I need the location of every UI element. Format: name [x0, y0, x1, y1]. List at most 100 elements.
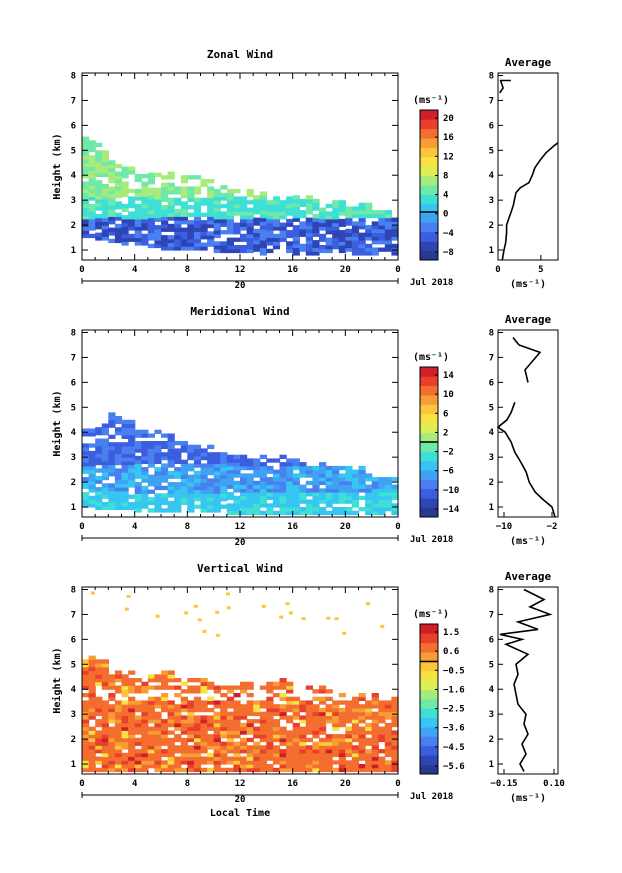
heatmap-cell — [101, 752, 109, 758]
heatmap-cell — [286, 480, 294, 486]
heatmap-cell — [240, 715, 248, 720]
heatmap-cell — [332, 207, 340, 212]
heatmap-cell — [220, 241, 228, 246]
heatmap-cell — [121, 445, 129, 451]
heatmap-cell — [233, 211, 241, 216]
heatmap-cell — [82, 719, 90, 724]
heatmap-cell — [220, 760, 228, 765]
heatmap-cell — [213, 504, 221, 509]
heatmap-cell — [378, 225, 386, 230]
heatmap-cell — [246, 230, 254, 235]
heatmap-cell — [121, 185, 129, 190]
heatmap-cell — [312, 225, 320, 230]
heatmap-cell — [207, 756, 215, 761]
heatmap-cell — [358, 210, 366, 215]
heatmap-cell — [114, 707, 123, 713]
heatmap-cell — [147, 752, 155, 758]
heatmap-cell — [82, 218, 90, 224]
heatmap-cell — [180, 220, 188, 225]
heatmap-cell — [259, 730, 267, 735]
heatmap-cell — [101, 217, 109, 222]
heatmap-cell — [213, 767, 221, 773]
heatmap-cell — [378, 492, 386, 497]
heatmap-cell — [305, 473, 313, 478]
heatmap-cell — [187, 722, 195, 728]
heatmap-cell — [213, 215, 221, 220]
average-y-tick-label: 3 — [489, 453, 494, 463]
heatmap-cell — [82, 704, 90, 709]
heatmap-cell — [259, 484, 267, 489]
heatmap-cell — [345, 213, 353, 219]
heatmap-cell — [82, 685, 90, 690]
heatmap-cell — [154, 478, 162, 483]
heatmap-cell — [319, 510, 327, 516]
heatmap-cell — [226, 218, 234, 224]
heatmap-cell — [187, 719, 195, 724]
heatmap-cell — [213, 722, 221, 728]
heatmap-cell — [134, 704, 142, 709]
heatmap-cell — [213, 218, 221, 224]
heatmap-cell — [95, 678, 103, 683]
heatmap-cell — [338, 200, 346, 205]
heatmap-cell — [180, 463, 188, 468]
heatmap-cell — [193, 227, 202, 232]
heatmap-cell — [161, 726, 169, 731]
heatmap-cell — [358, 484, 366, 489]
heatmap-cell — [82, 745, 90, 750]
heatmap-cell — [141, 467, 149, 472]
heatmap-cell — [128, 222, 136, 227]
heatmap-cell — [240, 465, 248, 471]
heatmap-cell — [226, 711, 234, 716]
heatmap-cell — [220, 767, 228, 773]
heatmap-cell — [345, 749, 353, 754]
heatmap-cell — [95, 221, 103, 226]
heatmap-cell — [200, 179, 208, 184]
heatmap-cell — [371, 693, 379, 698]
heatmap-cell — [187, 220, 195, 225]
colorbar-swatch — [420, 222, 438, 233]
heatmap-cell — [193, 474, 202, 479]
heatmap-cell — [266, 465, 274, 471]
heatmap-cell — [114, 490, 123, 496]
heatmap-cell — [338, 499, 346, 504]
heatmap-cell — [82, 499, 90, 504]
heatmap-cell — [128, 211, 136, 216]
heatmap-cell — [187, 186, 195, 191]
heatmap-cell — [259, 503, 267, 508]
heatmap-cell — [378, 730, 386, 735]
heatmap-cell — [220, 734, 228, 739]
heatmap-cell — [213, 248, 221, 254]
heatmap-cell — [141, 500, 149, 506]
heatmap-cell — [128, 756, 136, 761]
y-axis-label: Height (km) — [51, 133, 63, 199]
heatmap-cell — [371, 225, 379, 230]
heatmap-cell — [233, 752, 241, 758]
heatmap-cell — [141, 188, 149, 194]
chart-title: Meridional Wind — [190, 305, 289, 318]
heatmap-cell — [121, 475, 129, 481]
heatmap-cell — [101, 670, 109, 675]
heatmap-cell — [121, 726, 129, 731]
heatmap-cell — [253, 503, 261, 508]
heatmap-cell — [154, 685, 162, 690]
colorbar-tick-label: −2.5 — [443, 705, 465, 715]
heatmap-cell — [253, 510, 261, 516]
heatmap-cell — [312, 202, 320, 207]
heatmap-cell — [193, 493, 202, 498]
colorbar-swatch — [420, 194, 438, 205]
heatmap-cell — [305, 221, 313, 226]
heatmap-cell — [312, 240, 320, 245]
heatmap-cell — [134, 226, 142, 231]
average-y-tick-label: 7 — [489, 353, 494, 363]
heatmap-cell — [253, 210, 261, 215]
heatmap-cell — [134, 489, 142, 494]
heatmap-cell — [82, 674, 90, 679]
heatmap-cell — [226, 741, 234, 746]
heatmap-cell — [246, 704, 254, 709]
heatmap-cell — [147, 719, 155, 724]
heatmap-cell — [332, 218, 340, 224]
heatmap-cell — [121, 490, 129, 496]
heatmap-cell — [358, 730, 366, 735]
heatmap-cell — [147, 764, 155, 769]
heatmap-cell — [332, 477, 340, 482]
